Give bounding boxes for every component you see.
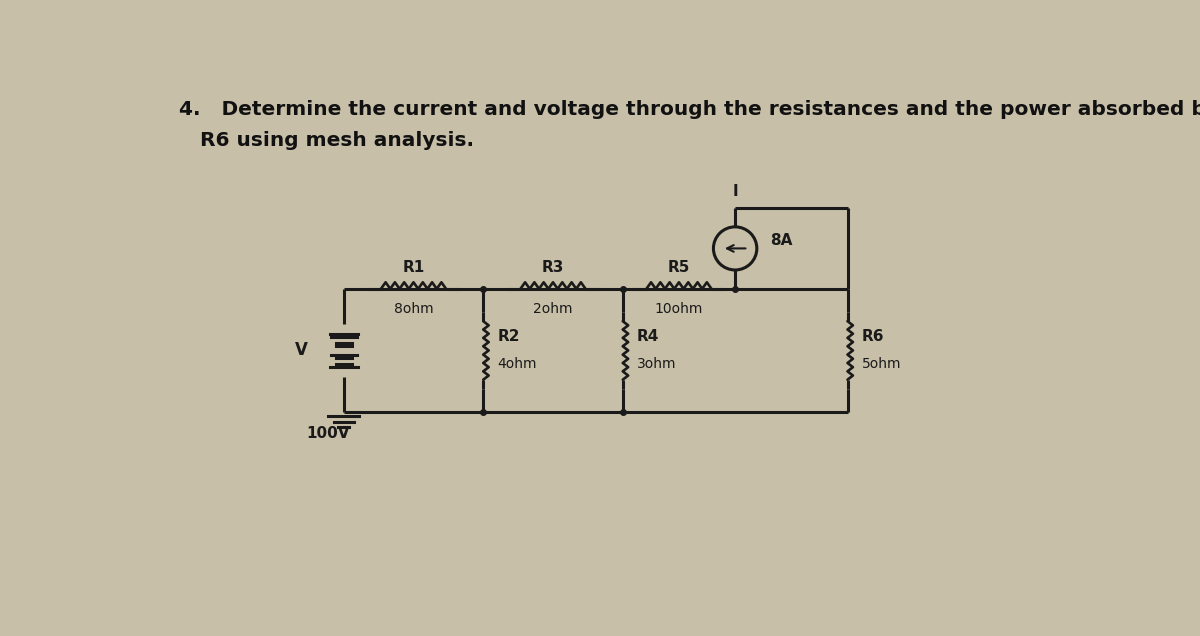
Text: V: V [295,342,307,359]
Text: R2: R2 [497,329,520,344]
Text: 8ohm: 8ohm [394,302,433,316]
Text: 10ohm: 10ohm [655,302,703,316]
Text: R3: R3 [542,260,564,275]
Text: 5ohm: 5ohm [862,357,901,371]
Text: 3ohm: 3ohm [637,357,677,371]
Text: R5: R5 [667,260,690,275]
Text: 4ohm: 4ohm [497,357,536,371]
Text: I: I [732,184,738,198]
Text: R6: R6 [862,329,884,344]
Text: 8A: 8A [770,233,792,248]
Text: 2ohm: 2ohm [533,302,572,316]
Text: R6 using mesh analysis.: R6 using mesh analysis. [180,131,474,150]
Text: R1: R1 [402,260,425,275]
Text: R4: R4 [637,329,659,344]
Text: 100V: 100V [306,426,350,441]
Text: 4.   Determine the current and voltage through the resistances and the power abs: 4. Determine the current and voltage thr… [180,100,1200,119]
